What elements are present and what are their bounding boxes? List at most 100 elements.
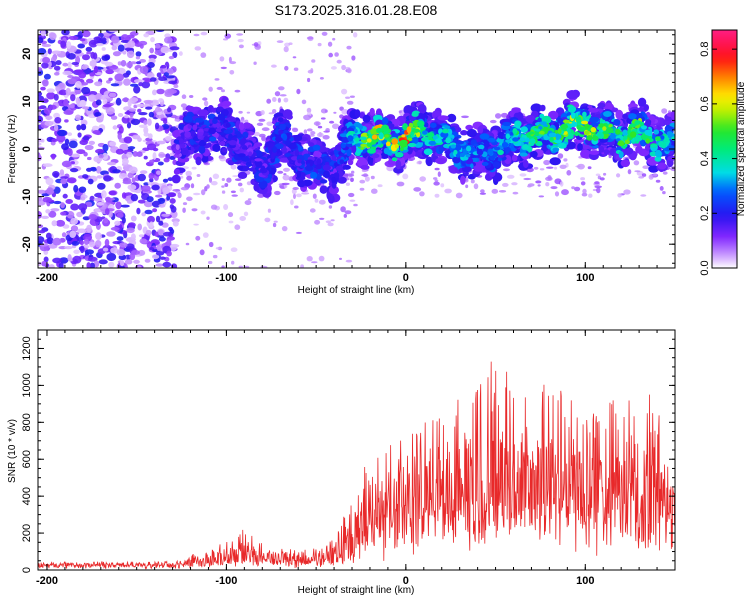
noise-speckle <box>122 50 127 55</box>
signal-blob <box>366 138 372 143</box>
halo-speckle <box>258 118 266 122</box>
signal-blob <box>557 118 564 124</box>
halo-speckle <box>659 186 664 191</box>
noise-speckle <box>103 217 109 224</box>
noise-speckle <box>311 261 318 264</box>
signal-blob <box>206 142 212 148</box>
noise-speckle <box>77 31 84 39</box>
signal-blob <box>511 107 521 113</box>
noise-speckle <box>145 106 153 110</box>
noise-speckle <box>238 265 243 268</box>
signal-blob <box>520 126 528 133</box>
noise-speckle <box>41 43 52 48</box>
noise-speckle <box>70 203 79 211</box>
halo-speckle <box>480 189 485 194</box>
noise-speckle <box>230 247 238 252</box>
signal-blob <box>469 154 477 158</box>
noise-speckle <box>143 200 153 208</box>
halo-speckle <box>193 192 201 196</box>
signal-blob <box>562 119 571 124</box>
snr-y-tick-label: 800 <box>21 413 33 431</box>
noise-speckle <box>40 30 46 37</box>
heatmap-y-tick-label: 10 <box>21 95 33 107</box>
signal-blob <box>615 109 624 120</box>
noise-speckle <box>121 192 127 199</box>
noise-speckle <box>146 196 154 203</box>
signal-blob <box>570 122 577 128</box>
signal-blob <box>309 159 314 167</box>
noise-speckle <box>112 125 118 130</box>
signal-blob <box>354 137 360 142</box>
snr-x-tick-label: -100 <box>215 575 237 587</box>
signal-blob <box>597 102 606 109</box>
noise-speckle <box>223 204 229 210</box>
signal-blob <box>648 165 659 173</box>
noise-speckle <box>341 64 346 71</box>
noise-speckle <box>133 85 141 94</box>
signal-blob <box>254 158 262 162</box>
signal-blob <box>248 151 253 157</box>
noise-speckle <box>108 261 115 268</box>
signal-blob <box>459 152 465 158</box>
signal-blob <box>319 185 328 194</box>
halo-speckle <box>359 179 366 184</box>
noise-speckle <box>229 61 237 65</box>
halo-speckle <box>640 194 647 197</box>
noise-speckle <box>272 97 277 102</box>
noise-speckle <box>87 178 94 185</box>
noise-speckle <box>111 45 118 51</box>
halo-speckle <box>554 178 562 185</box>
signal-blob <box>415 131 421 138</box>
halo-speckle <box>274 190 281 196</box>
noise-speckle <box>164 36 173 44</box>
noise-speckle <box>349 199 356 202</box>
halo-speckle <box>512 191 519 195</box>
signal-blob <box>438 145 444 154</box>
signal-blob <box>589 116 599 123</box>
noise-speckle <box>179 51 183 56</box>
halo-speckle <box>377 184 383 188</box>
noise-speckle <box>69 230 77 238</box>
noise-speckle <box>196 174 201 177</box>
halo-speckle <box>371 188 378 194</box>
halo-speckle <box>281 182 290 186</box>
signal-blob <box>663 135 670 143</box>
halo-speckle <box>180 186 189 191</box>
noise-speckle <box>193 223 199 226</box>
halo-speckle <box>527 185 532 188</box>
noise-speckle <box>167 192 177 198</box>
snr-y-axis-label: SNR (10 * v/v) <box>7 419 18 483</box>
noise-speckle <box>70 153 81 158</box>
halo-speckle <box>277 170 284 174</box>
signal-blob <box>671 136 675 141</box>
signal-blob <box>238 122 245 131</box>
halo-speckle <box>437 171 441 177</box>
noise-speckle <box>38 230 46 234</box>
signal-blob <box>288 143 297 150</box>
noise-speckle <box>306 256 313 262</box>
noise-speckle <box>98 154 104 159</box>
noise-speckle <box>82 216 91 221</box>
halo-speckle <box>571 186 575 190</box>
signal-blob <box>505 139 512 143</box>
noise-speckle <box>109 141 117 147</box>
noise-speckle <box>149 47 154 54</box>
noise-speckle <box>244 200 252 206</box>
noise-speckle <box>114 220 121 226</box>
signal-blob <box>185 105 195 112</box>
halo-speckle <box>623 189 631 195</box>
noise-speckle <box>199 249 205 256</box>
signal-blob <box>657 162 667 170</box>
halo-speckle <box>594 185 602 189</box>
noise-speckle <box>106 80 111 84</box>
noise-speckle <box>108 92 117 98</box>
noise-speckle <box>101 47 106 51</box>
noise-speckle <box>130 193 139 202</box>
signal-blob <box>650 144 658 148</box>
noise-speckle <box>293 67 299 71</box>
noise-speckle <box>128 166 138 174</box>
signal-blob <box>203 128 210 132</box>
noise-speckle <box>162 261 172 268</box>
halo-speckle <box>359 187 365 191</box>
noise-speckle <box>147 215 155 224</box>
